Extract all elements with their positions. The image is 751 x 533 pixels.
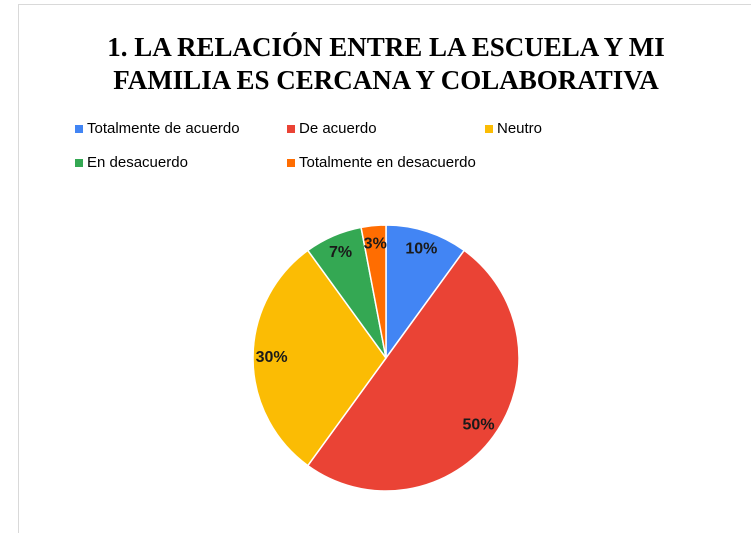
legend-label: Totalmente de acuerdo (87, 120, 240, 137)
legend-swatch (485, 125, 493, 133)
legend-swatch (287, 125, 295, 133)
data-label: 3% (364, 235, 387, 252)
data-label: 10% (405, 240, 437, 257)
legend-label: Totalmente en desacuerdo (299, 154, 476, 171)
chart-title: 1. LA RELACIÓN ENTRE LA ESCUELA Y MI (107, 32, 665, 62)
pie-slice (306, 249, 520, 492)
legend-swatch (75, 125, 83, 133)
pie-slice (252, 249, 387, 467)
legend-label: Neutro (497, 120, 542, 137)
pie-slice (385, 224, 466, 361)
legend-label: De acuerdo (299, 120, 377, 137)
legend-label: En desacuerdo (87, 154, 188, 171)
legend-swatch (75, 159, 83, 167)
pie-slice (360, 224, 387, 359)
data-label: 7% (329, 244, 352, 261)
data-label: 50% (463, 416, 495, 433)
chart-title: FAMILIA ES CERCANA Y COLABORATIVA (113, 65, 659, 95)
data-label: 30% (256, 349, 288, 366)
legend-swatch (287, 159, 295, 167)
